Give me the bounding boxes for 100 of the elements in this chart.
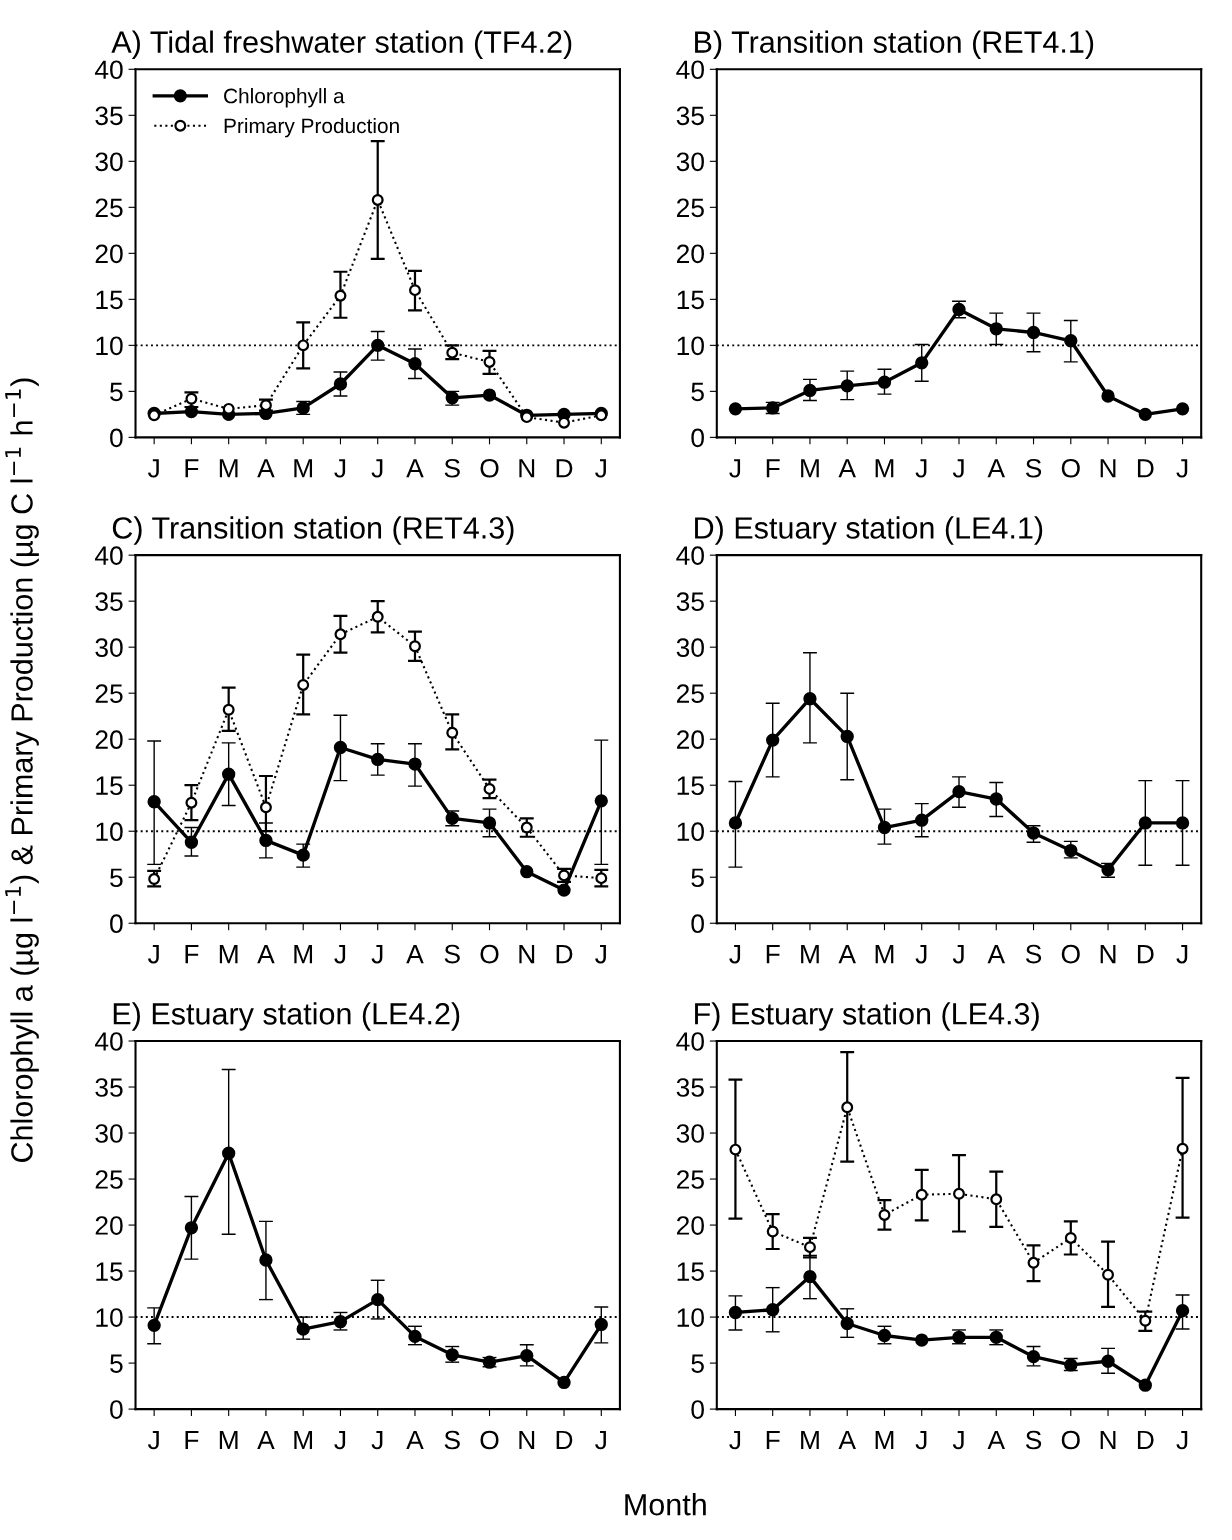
point: [1175, 1303, 1190, 1318]
y-tick-label: 35: [95, 106, 123, 126]
y-tick-label: 15: [677, 290, 704, 310]
point: [1175, 402, 1190, 416]
point: [1027, 1256, 1040, 1269]
point: [729, 1143, 742, 1156]
point: [297, 678, 310, 691]
x-tick-label: M: [219, 459, 238, 478]
point: [728, 1305, 743, 1320]
y-tick-label: 10: [96, 336, 123, 356]
point: [371, 338, 385, 353]
point: [766, 733, 780, 747]
point: [1026, 325, 1041, 340]
x-tick-label: J: [595, 459, 606, 478]
point: [952, 784, 966, 799]
x-tick-label: F: [766, 1430, 780, 1450]
x-tick-label: J: [729, 1430, 741, 1450]
y-tick-label: 15: [96, 776, 123, 796]
y-tick-label: 20: [95, 244, 123, 264]
x-tick-label: A: [987, 459, 1006, 478]
x-tick-label: F: [766, 945, 780, 964]
point: [408, 357, 422, 371]
x-tick-label: O: [1061, 458, 1080, 478]
x-tick-label: J: [729, 459, 741, 478]
chart-title: D) Estuary station (LE4.1): [695, 516, 1043, 545]
y-tick-label: 40: [676, 1032, 704, 1051]
y-tick-label: 40: [676, 546, 704, 565]
x-tick-label: A: [987, 1430, 1006, 1450]
point: [333, 1315, 348, 1329]
point: [557, 883, 571, 897]
x-tick-label: D: [556, 945, 573, 964]
y-tick-label: 5: [691, 868, 704, 888]
point: [148, 873, 161, 886]
y-tick-label: 5: [691, 382, 704, 402]
point: [259, 1253, 273, 1267]
x-tick-label: J: [729, 945, 741, 964]
y-tick-label: 20: [95, 730, 123, 750]
x-tick-label: F: [185, 1430, 199, 1450]
point: [877, 820, 892, 835]
point: [184, 835, 199, 849]
x-tick-label: S: [1025, 458, 1042, 478]
x-tick-label: M: [294, 945, 313, 964]
point: [915, 813, 929, 827]
x-tick-label: D: [1137, 459, 1154, 478]
x-tick-label: M: [801, 459, 819, 478]
y-tick-label: 35: [676, 1078, 704, 1097]
point: [877, 375, 892, 389]
point: [185, 392, 198, 405]
x-tick-label: N: [519, 459, 535, 478]
point: [333, 377, 348, 391]
x-tick-label: F: [185, 945, 199, 964]
point: [840, 729, 854, 744]
x-tick-label: N: [519, 945, 535, 964]
point: [803, 692, 817, 706]
legend-label: Primary Production: [224, 117, 399, 138]
x-tick-label: J: [952, 459, 964, 478]
x-tick-label: N: [1100, 459, 1116, 478]
point: [147, 795, 161, 809]
point: [989, 322, 1003, 336]
point: [1026, 1349, 1041, 1364]
x-tick-label: J: [915, 459, 927, 478]
y-tick-label: 5: [110, 1354, 123, 1373]
y-tick-label: 10: [96, 1308, 123, 1327]
point: [296, 848, 310, 862]
x-tick-label: N: [1100, 1430, 1116, 1450]
point: [184, 404, 199, 419]
x-tick-label: F: [185, 459, 199, 478]
y-tick-label: 25: [676, 198, 704, 218]
y-tick-label: 30: [676, 1124, 704, 1143]
x-tick-label: J: [334, 945, 346, 964]
point: [483, 782, 496, 795]
point: [408, 757, 422, 771]
y-tick-label: 5: [691, 1354, 704, 1373]
y-tick-label: 10: [677, 822, 704, 842]
x-tick-label: A: [838, 459, 856, 478]
point: [371, 194, 384, 206]
point: [446, 726, 459, 739]
point: [482, 816, 497, 830]
x-tick-label: D: [1137, 945, 1154, 964]
point: [766, 1225, 779, 1238]
y-tick-label: 25: [95, 198, 123, 218]
y-tick-label: 30: [676, 152, 704, 172]
x-tick-label: M: [801, 945, 819, 964]
y-tick-label: 30: [676, 638, 704, 657]
x-tick-label: M: [875, 945, 894, 964]
y-tick-label: 0: [110, 428, 123, 448]
point: [482, 388, 497, 402]
point: [878, 1208, 891, 1221]
x-tick-label: O: [480, 458, 499, 478]
x-axis-title: Month: [625, 1493, 706, 1516]
y-tick-label: 15: [96, 1262, 123, 1281]
x-tick-label: J: [1176, 945, 1188, 964]
point: [1102, 1268, 1115, 1281]
x-tick-label: J: [1176, 1430, 1188, 1450]
y-tick-label: 0: [691, 428, 704, 448]
x-tick-label: M: [801, 1430, 819, 1450]
point: [296, 1322, 310, 1336]
x-tick-label: J: [371, 945, 383, 964]
point: [259, 801, 272, 814]
point: [259, 833, 273, 848]
